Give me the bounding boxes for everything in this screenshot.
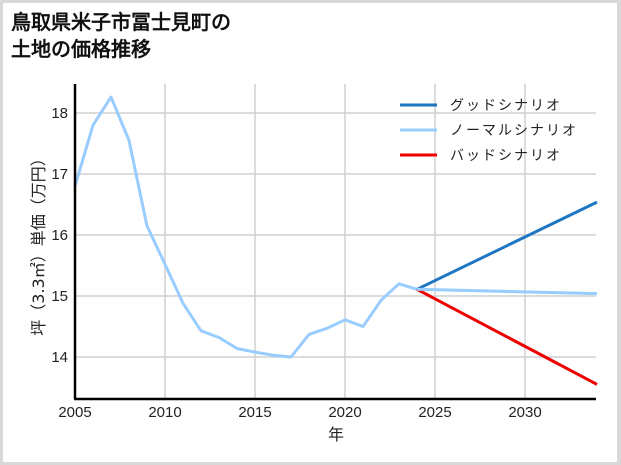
- x-tick-label: 2020: [328, 404, 361, 421]
- x-tick-label: 2005: [58, 404, 91, 421]
- legend-label: バッドシナリオ: [450, 148, 562, 164]
- y-tick-label: 14: [51, 349, 68, 366]
- tick-labels: 2005 2010 2015 2020 2025 2030 14 15 16 17 18: [51, 105, 541, 421]
- title-line-2: 土地の価格推移: [11, 37, 151, 61]
- y-tick-label: 15: [51, 288, 68, 305]
- chart-card: [3, 3, 617, 462]
- historical-line: [73, 95, 418, 359]
- title-line-1: 鳥取県米子市冨士見町の: [11, 10, 231, 34]
- legend-label: ノーマルシナリオ: [450, 123, 578, 139]
- y-tick-label: 17: [51, 166, 68, 183]
- x-tick-label: 2015: [238, 404, 271, 421]
- y-axis-label: 坪（3.3㎡）単価（万円）: [29, 150, 48, 335]
- x-axis-label: 年: [328, 425, 344, 444]
- legend-label: グッドシナリオ: [450, 98, 562, 114]
- y-tick-label: 16: [51, 227, 68, 244]
- plot-lines: [73, 95, 598, 386]
- x-tick-label: 2030: [508, 404, 541, 421]
- x-tick-label: 2025: [418, 404, 451, 421]
- axes: [73, 84, 596, 401]
- y-tick-label: 18: [51, 105, 68, 122]
- scenario-line: [416, 287, 598, 296]
- chart-title: 鳥取県米子市冨士見町の 土地の価格推移: [11, 9, 231, 63]
- x-tick-label: 2010: [148, 404, 181, 421]
- scenario-line: [416, 287, 598, 386]
- scenario-line: [416, 200, 598, 291]
